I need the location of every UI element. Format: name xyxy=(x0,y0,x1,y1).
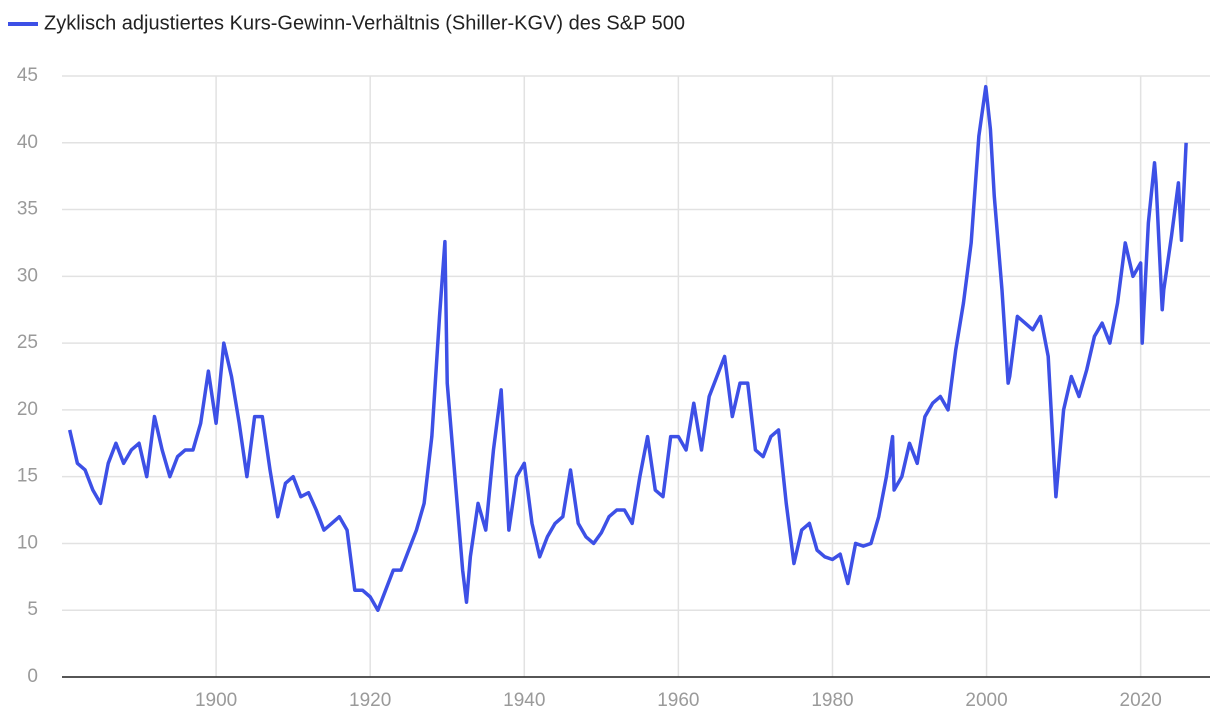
y-tick-label: 35 xyxy=(17,199,38,220)
y-tick-label: 45 xyxy=(17,65,38,86)
x-tick-label: 2000 xyxy=(965,690,1007,711)
x-tick-label: 1920 xyxy=(349,690,391,711)
x-tick-label: 1960 xyxy=(657,690,699,711)
x-tick-label: 1980 xyxy=(811,690,853,711)
data-line xyxy=(67,84,1188,612)
y-tick-label: 40 xyxy=(17,132,38,153)
x-tick-label: 1900 xyxy=(195,690,237,711)
y-tick-label: 15 xyxy=(17,466,38,487)
y-tick-label: 0 xyxy=(27,666,38,687)
y-tick-label: 20 xyxy=(17,399,38,420)
y-tick-label: 25 xyxy=(17,332,38,353)
x-tick-label: 1940 xyxy=(503,690,545,711)
x-tick-label: 2020 xyxy=(1120,690,1162,711)
y-tick-label: 30 xyxy=(17,265,38,286)
legend-label: Zyklisch adjustiertes Kurs-Gewinn-Verhäl… xyxy=(44,12,685,34)
y-tick-label: 10 xyxy=(17,532,38,553)
y-tick-label: 5 xyxy=(27,599,38,620)
